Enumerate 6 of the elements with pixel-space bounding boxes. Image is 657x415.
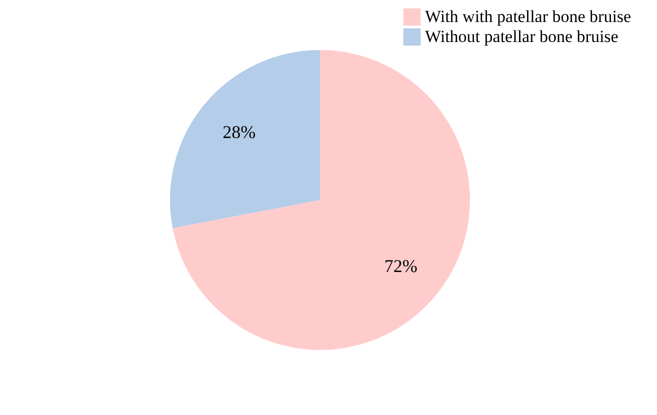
data-label: 72% [384, 256, 418, 276]
legend-label: Without patellar bone bruise [425, 27, 618, 46]
legend-label: With with patellar bone bruise [425, 7, 632, 26]
pie-slice [172, 50, 470, 350]
data-label: 28% [222, 122, 256, 142]
pie-slice [170, 50, 320, 228]
